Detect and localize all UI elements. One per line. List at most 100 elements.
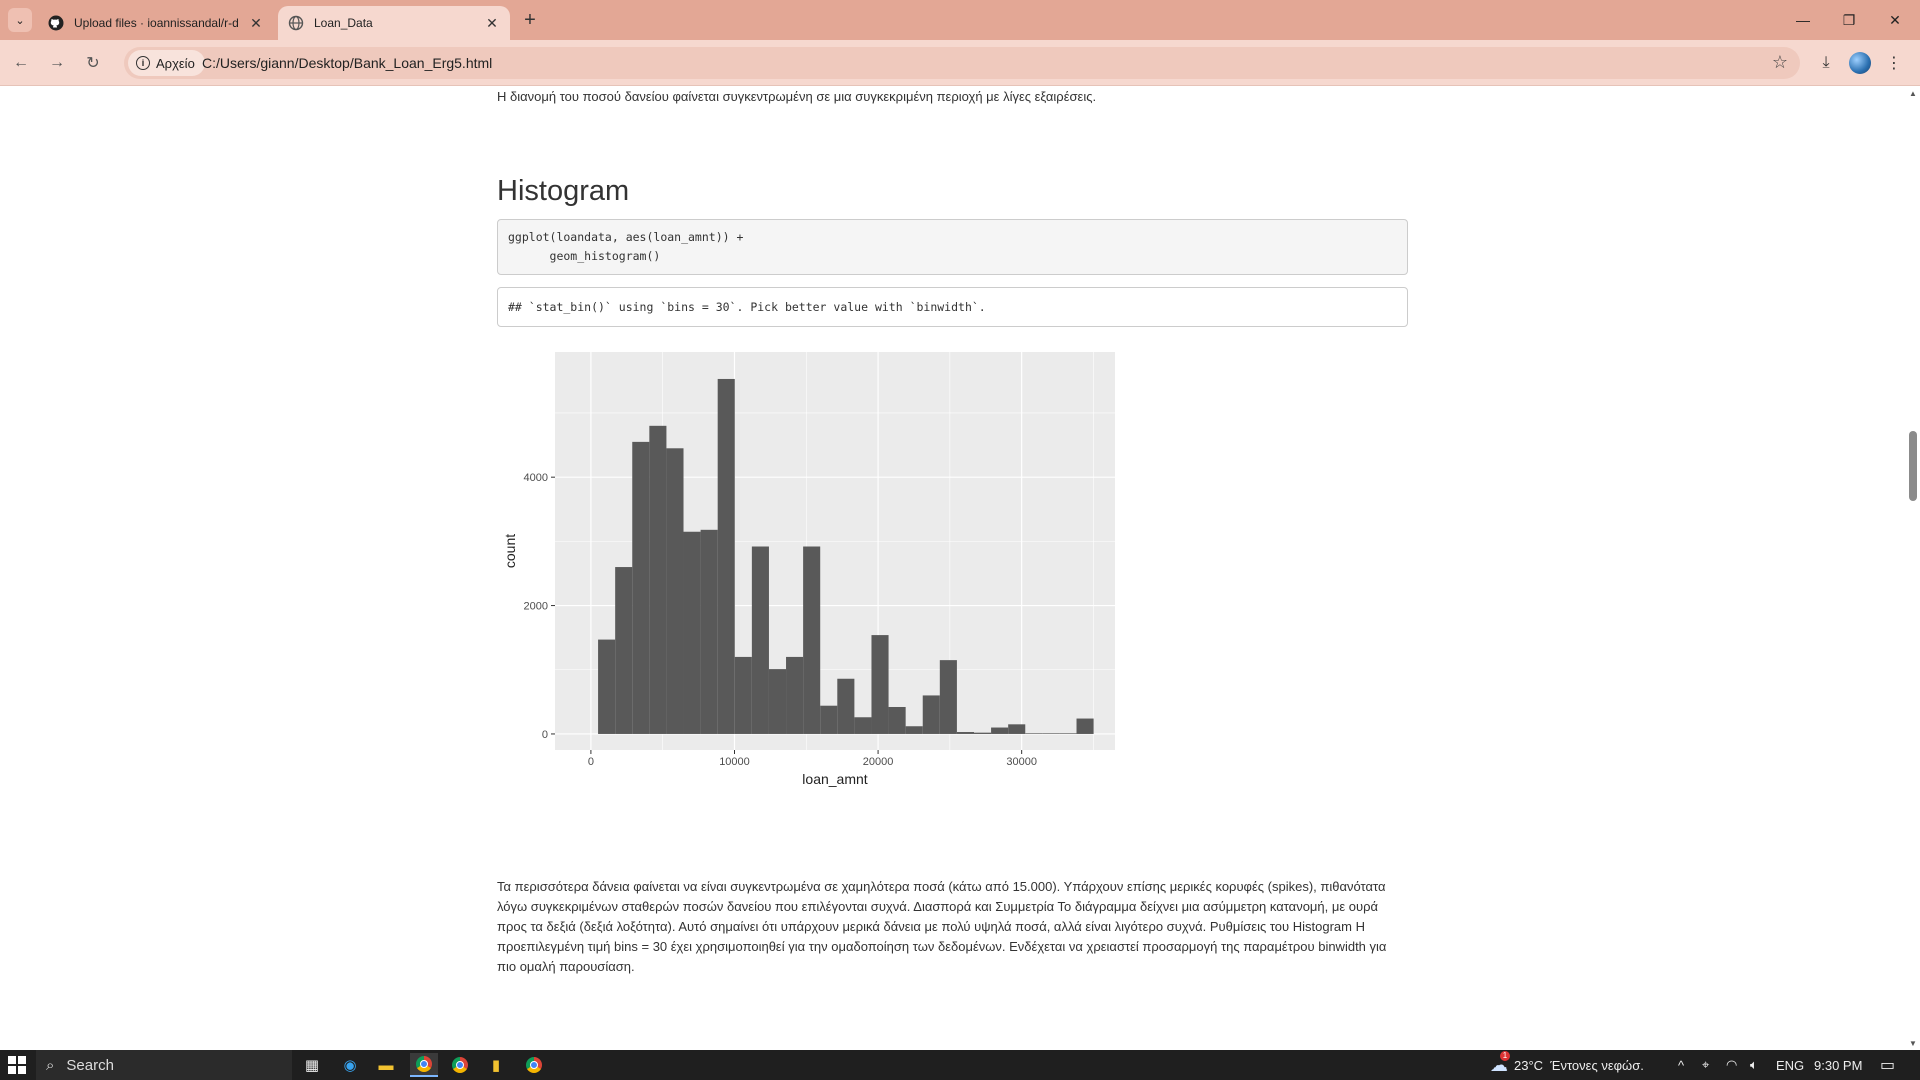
histogram-bar — [939, 660, 957, 734]
edge-icon[interactable]: ◉ — [343, 1057, 357, 1074]
search-icon: ⌕ — [46, 1056, 55, 1074]
code-output-line: ## `stat_bin()` using `bins = 30`. Pick … — [508, 300, 986, 314]
globe-icon — [288, 15, 304, 31]
site-chip-label: Αρχείο — [156, 55, 195, 71]
histogram-bar — [956, 732, 974, 734]
y-tick-label: 4000 — [524, 472, 548, 484]
histogram-bar — [683, 531, 701, 734]
histogram-bar — [905, 726, 923, 734]
intro-paragraph: Η διανομή του ποσού δανείου φαίνεται συγ… — [497, 89, 1097, 104]
tab-title: Loan_Data — [314, 16, 373, 30]
chrome-icon — [416, 1056, 432, 1072]
histogram-bar — [888, 706, 906, 734]
x-tick-label: 10000 — [719, 756, 750, 768]
scrollbar-thumb[interactable] — [1909, 431, 1917, 501]
tab-loan-data[interactable]: Loan_Data ✕ — [278, 6, 510, 40]
page-scrollbar[interactable]: ▲ ▼ — [1906, 87, 1920, 1050]
scroll-up-arrow-icon[interactable]: ▲ — [1909, 89, 1917, 98]
r-code-block: ggplot(loandata, aes(loan_amnt)) + geom_… — [497, 219, 1408, 275]
histogram-bar — [1042, 733, 1060, 734]
back-arrow-icon[interactable]: ← — [13, 54, 29, 71]
x-axis-title: loan_amnt — [802, 771, 867, 787]
task-view-icon[interactable]: ▦ — [304, 1057, 320, 1074]
browser-toolbar: ← → ↻ i Αρχείο C:/Users/giann/Desktop/Ba… — [0, 40, 1920, 86]
info-icon: i — [136, 56, 150, 70]
chrome-taskbar-icon-2[interactable] — [446, 1053, 474, 1077]
github-icon — [48, 15, 64, 31]
histogram-bar — [700, 529, 718, 734]
y-axis-title: count — [502, 534, 518, 568]
histogram-bar — [854, 717, 872, 734]
histogram-bar — [837, 678, 855, 734]
address-bar[interactable]: i Αρχείο C:/Users/giann/Desktop/Bank_Loa… — [124, 47, 1800, 79]
page-viewport: Η διανομή του ποσού δανείου φαίνεται συγ… — [0, 87, 1906, 1050]
histogram-bar — [786, 656, 804, 734]
scroll-down-arrow-icon[interactable]: ▼ — [1909, 1039, 1917, 1048]
volume-icon[interactable]: 🔈︎ — [1750, 1057, 1758, 1072]
forward-arrow-icon[interactable]: → — [49, 54, 65, 71]
language-indicator[interactable]: ENG — [1776, 1057, 1805, 1073]
chrome-taskbar-icon-3[interactable] — [520, 1053, 548, 1077]
tab-title: Upload files · ioannissandal/r-d — [74, 16, 239, 30]
browser-menu-icon[interactable]: ⋮ — [1886, 55, 1902, 72]
taskbar-search-box[interactable]: ⌕ Search — [36, 1050, 292, 1080]
new-tab-plus-icon[interactable]: + — [524, 8, 536, 31]
y-tick-label: 2000 — [524, 601, 548, 613]
show-hidden-icons-chevron-icon[interactable]: ^ — [1678, 1057, 1685, 1073]
histogram-bar — [717, 378, 735, 734]
histogram-bar — [1059, 733, 1077, 734]
section-heading: Histogram — [497, 175, 630, 207]
file-explorer-icon[interactable]: ▬ — [378, 1056, 394, 1074]
code-output-block: ## `stat_bin()` using `bins = 30`. Pick … — [497, 287, 1408, 327]
histogram-bar — [649, 425, 667, 734]
y-tick-label: 0 — [542, 729, 548, 741]
reload-icon[interactable]: ↻ — [86, 55, 100, 72]
conclusion-paragraph: Τα περισσότερα δάνεια φαίνεται να είναι … — [497, 879, 1387, 974]
bookmark-star-icon[interactable]: ☆ — [1771, 52, 1788, 72]
close-tab-icon[interactable]: ✕ — [486, 14, 498, 31]
search-label: Search — [66, 1056, 114, 1074]
histogram-chart: 0 10000 20000 30000 0 2000 4000 loan_amnt count — [502, 352, 1115, 787]
location-off-icon[interactable]: ⌖ — [1702, 1057, 1710, 1072]
url-text[interactable]: C:/Users/giann/Desktop/Bank_Loan_Erg5.ht… — [202, 55, 493, 71]
histogram-plot: 0 10000 20000 30000 0 2000 4000 loan_amnt count — [497, 342, 1137, 822]
weather-cloud-icon: ☁ 1 — [1490, 1050, 1510, 1075]
histogram-bar — [768, 669, 787, 734]
profile-avatar[interactable] — [1848, 51, 1872, 75]
histogram-bar — [615, 567, 633, 734]
chrome-taskbar-icon[interactable] — [410, 1053, 438, 1077]
wifi-icon[interactable]: ◠ — [1726, 1057, 1738, 1072]
histogram-bar — [734, 656, 752, 734]
histogram-bar — [803, 546, 821, 734]
histogram-bar — [1076, 718, 1094, 734]
chrome-icon — [452, 1057, 468, 1073]
minimize-window-icon[interactable]: — — [1796, 12, 1810, 28]
tab-search-chevron-icon[interactable]: ⌄ — [8, 8, 32, 32]
x-tick-label: 30000 — [1006, 756, 1037, 768]
histogram-bar — [922, 695, 940, 734]
x-tick-label: 0 — [588, 756, 594, 768]
code-line: geom_histogram() — [508, 249, 661, 263]
histogram-bar — [871, 635, 889, 734]
tab-upload-files[interactable]: Upload files · ioannissandal/r-d ✕ — [40, 6, 274, 40]
chrome-icon — [526, 1057, 542, 1073]
avatar — [1849, 52, 1871, 74]
power-bi-icon[interactable]: ▮ — [491, 1057, 501, 1074]
download-icon[interactable]: ⤓ — [1822, 54, 1830, 71]
weather-widget[interactable]: ☁ 1 23°C Έντονες νεφώσ. — [1490, 1050, 1644, 1080]
notifications-icon[interactable]: ▭ — [1880, 1057, 1896, 1074]
weather-alert-badge: 1 — [1500, 1050, 1510, 1061]
clock-time[interactable]: 9:30 PM — [1814, 1057, 1863, 1073]
x-tick-label: 20000 — [863, 756, 894, 768]
site-info-chip[interactable]: i Αρχείο — [128, 50, 205, 76]
restore-window-icon[interactable]: ❐ — [1842, 11, 1856, 28]
code-line: ggplot(loandata, aes(loan_amnt)) + — [508, 230, 744, 244]
close-tab-icon[interactable]: ✕ — [250, 14, 262, 31]
histogram-bar — [666, 448, 684, 734]
histogram-bar — [632, 441, 650, 734]
histogram-bar — [598, 639, 616, 734]
browser-tab-strip: ⌄ Upload files · ioannissandal/r-d ✕ Loa… — [0, 0, 1920, 40]
windows-start-icon[interactable] — [8, 1056, 26, 1074]
windows-taskbar: ⌕ Search ▦ ◉ ▬ ▮ ☁ 1 23°C Έντονες νεφώσ. … — [0, 1050, 1920, 1080]
close-window-icon[interactable]: ✕ — [1889, 11, 1901, 28]
